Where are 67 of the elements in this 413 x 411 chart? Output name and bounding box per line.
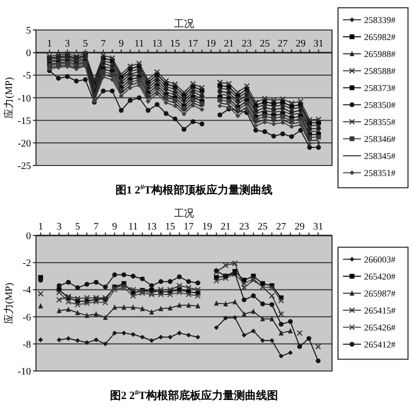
legend-label: 265415# <box>364 305 396 316</box>
y-tick-label: -15 <box>18 116 31 127</box>
y-axis-title: 应力(MP) <box>3 77 15 118</box>
x-tick-label: 31 <box>313 222 324 232</box>
legend-label: 265426# <box>364 322 396 332</box>
y-tick-label: -10 <box>18 93 31 104</box>
y-tick-label: -10 <box>18 366 31 378</box>
legend-label: 265988# <box>364 48 396 59</box>
x-tick-label: 17 <box>184 222 194 232</box>
x-tick-label: 19 <box>206 38 216 50</box>
x-tick-label: 7 <box>100 38 106 50</box>
legend-label: 258339# <box>364 14 396 25</box>
legend-label: 258373# <box>364 82 396 93</box>
y-tick-label: -8 <box>22 339 31 350</box>
legend-label: 258588# <box>364 66 396 76</box>
x-tick-label: 21 <box>224 38 234 50</box>
legend-label: 265987# <box>364 288 396 298</box>
x-tick-label: 21 <box>220 222 231 232</box>
x-axis-title: 工况 <box>174 19 194 30</box>
x-tick-label: 17 <box>188 38 198 50</box>
y-tick-label: -6 <box>22 312 31 324</box>
x-tick-label: 31 <box>314 38 324 50</box>
x-tick-label: 23 <box>239 222 250 232</box>
y-tick-label: -5 <box>22 70 31 82</box>
y-tick-label: 5 <box>26 26 31 36</box>
legend-label: 258350# <box>364 100 396 110</box>
x-tick-label: 19 <box>202 222 212 232</box>
x-tick-label: 5 <box>82 38 88 50</box>
legend-label: 265420# <box>364 271 396 282</box>
text: 图2 2$^{#}$T构根部底板应力量测曲线图 <box>110 388 278 402</box>
x-tick-label: 27 <box>276 222 286 232</box>
legend-label: 258346# <box>364 134 396 144</box>
x-tick-label: 15 <box>165 222 176 232</box>
x-tick-label: 5 <box>75 222 80 232</box>
x-tick-label: 1 <box>38 222 44 232</box>
y-tick-label: 0 <box>26 231 31 242</box>
y-tick-label: -25 <box>18 161 31 172</box>
legend-label: 258345# <box>364 150 396 161</box>
legend-label: 266003# <box>364 254 396 264</box>
legend-label: 258351# <box>364 168 396 178</box>
x-tick-label: 25 <box>258 222 268 232</box>
x-tick-label: 13 <box>152 38 162 50</box>
text: 图1 2$^{#}$T构根部顶板应力量测曲线 <box>116 182 272 196</box>
y-axis-title: 应力(MP) <box>3 282 15 324</box>
x-tick-label: 3 <box>64 38 70 50</box>
x-tick-label: 9 <box>112 222 118 232</box>
legend-label: 265982# <box>364 32 396 42</box>
y-tick-label: -4 <box>22 285 31 296</box>
y-tick-label: -20 <box>18 138 31 150</box>
x-tick-label: 9 <box>118 38 124 50</box>
x-tick-label: 25 <box>260 38 270 50</box>
x-tick-label: 23 <box>242 38 252 50</box>
x-tick-label: 15 <box>170 38 180 50</box>
legend-label: 258355# <box>364 116 396 127</box>
legend-label: 265412# <box>364 339 396 350</box>
x-tick-label: 7 <box>94 222 99 232</box>
x-tick-label: 29 <box>294 222 305 232</box>
y-tick-label: 0 <box>26 48 31 60</box>
x-tick-label: 1 <box>46 38 52 50</box>
x-tick-label: 13 <box>146 222 157 232</box>
x-tick-label: 29 <box>296 38 306 50</box>
y-tick-label: -2 <box>22 258 31 270</box>
x-tick-label: 11 <box>128 222 138 232</box>
x-tick-label: 27 <box>278 38 288 50</box>
x-tick-label: 11 <box>134 38 144 50</box>
x-axis-title: 工况 <box>174 208 194 220</box>
x-tick-label: 3 <box>56 222 62 232</box>
